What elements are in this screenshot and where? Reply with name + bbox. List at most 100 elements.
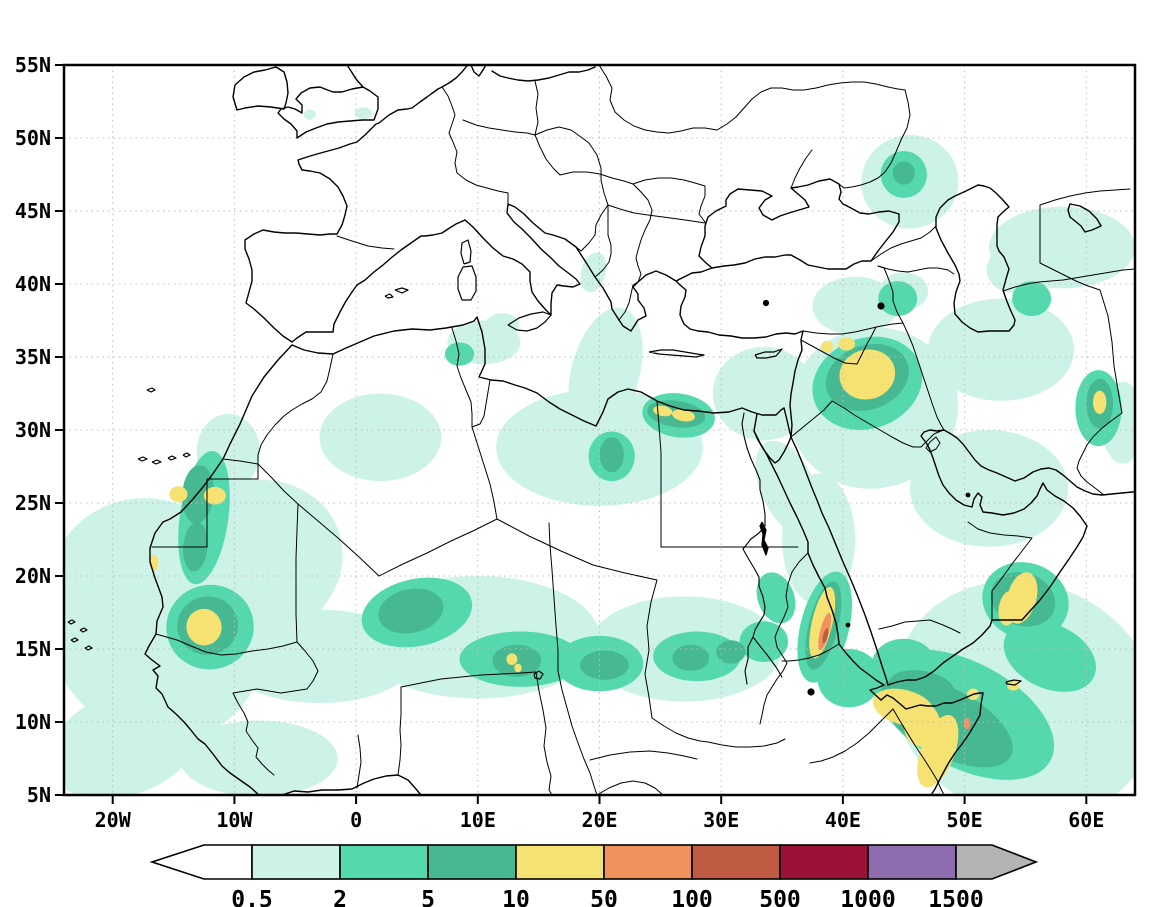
- dust-region-tunisia-spot: [444, 342, 475, 366]
- colorbar-label-10: 10: [502, 887, 530, 907]
- dust-region-east-turkey: [812, 276, 898, 336]
- dust-region-socotra-yellow: [1007, 680, 1020, 691]
- y-tick-label-35N: 35N: [15, 345, 51, 369]
- coast-caspian-sea: [935, 184, 1016, 333]
- dust-region-armenia-spot: [878, 281, 918, 317]
- dust-region-red-sea-red-core: [822, 628, 829, 644]
- dust-region-egypt-inland-core: [599, 437, 624, 473]
- bahrain: [965, 492, 971, 498]
- x-tick-label-60E: 60E: [1068, 808, 1104, 832]
- island-crete: [648, 349, 705, 358]
- axes: 20W 10W 0 10E 20E 30E 40E 50E 60E 5N 10N 15N 20N 25N 3…: [15, 53, 1104, 832]
- colorbar-segment-10: [515, 844, 605, 880]
- dust-region-adriatic-south-spot: [580, 252, 607, 293]
- coast-red-sea-african: [753, 430, 885, 701]
- x-tick-label-10W: 10W: [216, 808, 253, 832]
- dust-region-wsahara-coast-dot: [149, 554, 159, 571]
- islands-canary: [137, 452, 191, 465]
- dust-region-guinea-coast: [179, 720, 338, 795]
- coast-somalia: [880, 692, 984, 795]
- dust-region-mali-core: [378, 588, 444, 634]
- coast-aral-sea: [1067, 203, 1102, 233]
- colorbar-label-1500: 1500: [928, 887, 983, 907]
- dust-region-atl-sw-tail: [64, 688, 202, 795]
- coast-ireland: [232, 66, 289, 111]
- coast-baltic: [470, 65, 596, 82]
- dust-region-chad-core: [580, 650, 629, 680]
- lake-tuz: [762, 299, 770, 307]
- island-madeira: [146, 387, 156, 393]
- dust-region-iran-south: [928, 298, 1075, 401]
- dust-region-sudan-ne-spot: [756, 572, 796, 624]
- x-tick-label-10E: 10E: [460, 808, 496, 832]
- coast-gulf-of-guinea: [281, 774, 422, 795]
- x-tick-label-30E: 30E: [703, 808, 739, 832]
- dust-region-horn-yellow-s: [917, 715, 959, 788]
- colorbar-label-0.5: 0.5: [231, 887, 273, 907]
- x-tick-label-20E: 20E: [581, 808, 617, 832]
- coast-turkey-aegean: [675, 267, 804, 339]
- y-tick-label-50N: 50N: [15, 126, 51, 150]
- y-tick-label-10N: 10N: [15, 710, 51, 734]
- dust-region-iraq-yellow: [839, 349, 896, 400]
- colorbar: 0.5 2 5 10 50 100 500 1000 1500: [149, 844, 1039, 907]
- y-tick-label-20N: 20N: [15, 564, 51, 588]
- y-tick-label-55N: 55N: [15, 53, 51, 77]
- colorbar-segment-500: [779, 844, 869, 880]
- coast-black-sea: [698, 178, 900, 270]
- dust-region-niger-dot-b: [514, 663, 522, 673]
- coast-arabia: [790, 429, 1088, 686]
- river-nile: [741, 412, 783, 685]
- dust-region-wsahara-yellow-e: [203, 486, 226, 505]
- dust-region-wales-spot: [303, 109, 316, 120]
- colorbar-segment-100: [691, 844, 781, 880]
- island-sardinia: [457, 265, 477, 301]
- dust-region-algeria-north: [319, 393, 442, 482]
- dahlak-islands: [845, 622, 851, 628]
- dust-region-red-sea-yellow-band: [809, 587, 836, 659]
- dust-region-sudan-east-spot: [739, 621, 789, 663]
- dust-region-iraq-dot-e: [838, 337, 856, 351]
- dust-region-caspian-mid: [986, 246, 1041, 293]
- colorbar-segment-0.5: [251, 844, 341, 880]
- country-borders: [151, 65, 1135, 795]
- dust-region-wsahara-yellow-w: [169, 486, 188, 503]
- island-sicily: [507, 311, 552, 332]
- dust-region-oman-yellow-b: [998, 590, 1019, 626]
- x-tick-label-50E: 50E: [947, 808, 983, 832]
- colorbar-segment-50: [603, 844, 693, 880]
- colorbar-label-1000: 1000: [840, 887, 895, 907]
- dust-region-iraq-dot-w: [821, 341, 834, 353]
- dust-region-sudan-core-w: [672, 644, 710, 671]
- colorbar-segment-2: [339, 844, 429, 880]
- dust-region-somalia-orange-dot: [963, 717, 971, 730]
- coast-great-britain: [277, 65, 379, 139]
- colorbar-label-5: 5: [421, 887, 435, 907]
- colorbar-over-arrow: [955, 844, 1039, 880]
- dust-region-sudan-core-e: [716, 640, 746, 664]
- coast-north-africa-med: [291, 316, 785, 427]
- y-tick-label-30N: 30N: [15, 418, 51, 442]
- island-corsica: [460, 239, 472, 265]
- islands-cape-verde: [67, 619, 93, 651]
- island-balearics: [384, 287, 409, 299]
- y-tick-label-15N: 15N: [15, 637, 51, 661]
- dust-region-ionian-plume: [568, 307, 643, 436]
- x-tick-label-20W: 20W: [95, 808, 132, 832]
- dust-region-egypt-coast-yellow-e: [672, 409, 695, 422]
- dust-region-caspian-east-spot: [1012, 281, 1052, 317]
- lake-van: [877, 302, 885, 310]
- colorbar-label-100: 100: [671, 887, 713, 907]
- y-tick-label-40N: 40N: [15, 272, 51, 296]
- dust-region-volga-core: [892, 161, 915, 185]
- dust-region-sicily-west-spot: [485, 313, 520, 337]
- coast-iberia-france: [244, 65, 469, 343]
- y-tick-label-45N: 45N: [15, 199, 51, 223]
- dust-region-senegal-mali-yellow: [186, 608, 222, 646]
- island-socotra: [1005, 679, 1022, 686]
- dust-region-sistan-yellow: [1093, 390, 1107, 414]
- y-tick-label-25N: 25N: [15, 491, 51, 515]
- colorbar-label-2: 2: [333, 887, 347, 907]
